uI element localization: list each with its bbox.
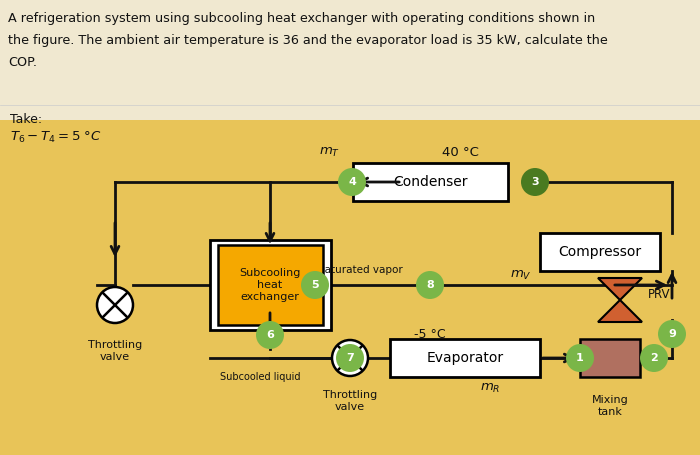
Bar — [390, 339, 540, 377]
Circle shape — [256, 321, 284, 349]
Circle shape — [336, 344, 364, 372]
Text: PRV: PRV — [648, 288, 671, 302]
Text: -5 °C: -5 °C — [414, 329, 446, 342]
Circle shape — [301, 271, 329, 299]
Circle shape — [640, 344, 668, 372]
Text: 2: 2 — [650, 353, 658, 363]
Text: $m_R$: $m_R$ — [480, 381, 500, 394]
Polygon shape — [598, 300, 642, 322]
Text: Subcooled liquid: Subcooled liquid — [220, 372, 300, 382]
Text: 8: 8 — [426, 280, 434, 290]
Circle shape — [332, 340, 368, 376]
Text: Saturated vapor: Saturated vapor — [318, 265, 402, 275]
Text: $T_6 - T_4 = 5\ °C$: $T_6 - T_4 = 5\ °C$ — [10, 130, 101, 145]
Circle shape — [566, 344, 594, 372]
Bar — [0, 120, 700, 455]
Bar — [0, 0, 700, 120]
Text: Evaporator: Evaporator — [426, 351, 503, 365]
Bar — [540, 233, 660, 271]
Text: 40 °C: 40 °C — [442, 146, 478, 158]
Text: Throttling
valve: Throttling valve — [323, 390, 377, 412]
Text: A refrigeration system using subcooling heat exchanger with operating conditions: A refrigeration system using subcooling … — [8, 12, 595, 25]
Text: 6: 6 — [266, 330, 274, 340]
Text: Take:: Take: — [10, 113, 42, 126]
Text: Mixing
tank: Mixing tank — [592, 395, 629, 417]
Text: 5: 5 — [312, 280, 318, 290]
Text: $m_T$: $m_T$ — [319, 146, 341, 158]
Text: 3: 3 — [531, 177, 539, 187]
Text: COP.: COP. — [8, 56, 37, 69]
Circle shape — [521, 168, 549, 196]
Bar — [210, 240, 331, 330]
Text: the figure. The ambient air temperature is 36 and the evaporator load is 35 kW, : the figure. The ambient air temperature … — [8, 34, 608, 47]
Bar — [218, 245, 323, 325]
Text: $m_V$: $m_V$ — [510, 268, 532, 282]
Circle shape — [416, 271, 444, 299]
Text: 4: 4 — [348, 177, 356, 187]
Bar — [580, 339, 640, 377]
Text: 1: 1 — [576, 353, 584, 363]
Text: 9: 9 — [668, 329, 676, 339]
Text: 7: 7 — [346, 353, 354, 363]
Bar — [353, 163, 508, 201]
Circle shape — [338, 168, 366, 196]
Text: Compressor: Compressor — [559, 245, 642, 259]
Text: Throttling
valve: Throttling valve — [88, 340, 142, 362]
Circle shape — [97, 287, 133, 323]
Polygon shape — [598, 278, 642, 300]
Text: Condenser: Condenser — [393, 175, 468, 189]
Text: Subcooling
heat
exchanger: Subcooling heat exchanger — [239, 268, 301, 302]
Circle shape — [658, 320, 686, 348]
